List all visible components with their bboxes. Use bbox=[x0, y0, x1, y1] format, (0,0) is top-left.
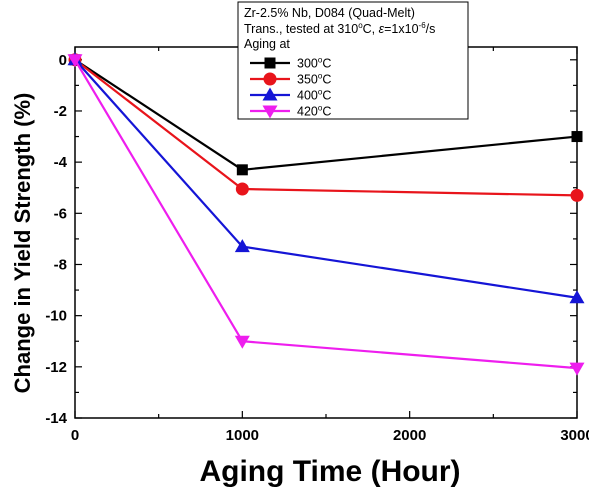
legend-label: 300oC bbox=[297, 56, 331, 71]
data-point-400 bbox=[234, 239, 250, 253]
legend-entry-300: 300oC bbox=[250, 56, 331, 71]
series-420 bbox=[67, 54, 585, 376]
legend-swatch-marker bbox=[263, 72, 277, 86]
y-tick-label: -12 bbox=[45, 359, 67, 376]
x-axis-label: Aging Time (Hour) bbox=[199, 455, 460, 488]
y-axis-label: Change in Yield Strength (%) bbox=[10, 93, 35, 394]
data-point-420 bbox=[67, 54, 83, 68]
data-point-420 bbox=[569, 362, 585, 376]
legend: Zr-2.5% Nb, D084 (Quad-Melt) Trans., tes… bbox=[237, 1, 469, 120]
x-tick-label: 0 bbox=[71, 427, 79, 444]
y-tick-label: -4 bbox=[54, 154, 68, 171]
data-point-420 bbox=[234, 335, 250, 349]
x-tick-label: 2000 bbox=[393, 427, 426, 444]
legend-swatch-marker bbox=[264, 57, 276, 69]
data-point-300 bbox=[571, 131, 583, 143]
data-point-300 bbox=[236, 164, 248, 176]
y-tick-label: -8 bbox=[54, 256, 67, 273]
data-point-350 bbox=[570, 188, 584, 202]
legend-swatch-marker bbox=[262, 87, 278, 101]
legend-entry-350: 350oC bbox=[250, 72, 331, 87]
legend-label: 420oC bbox=[297, 104, 331, 119]
data-point-350 bbox=[235, 182, 249, 196]
legend-label: 400oC bbox=[297, 88, 331, 103]
legend-entry-400: 400oC bbox=[250, 87, 331, 103]
series-layer bbox=[67, 52, 585, 376]
legend-swatch-marker bbox=[262, 105, 278, 119]
y-tick-label: -14 bbox=[45, 410, 67, 427]
y-tick-label: -2 bbox=[54, 103, 67, 120]
legend-line-2: Trans., tested at 310oC, ε=1x10-6/s bbox=[244, 21, 435, 36]
y-tick-label: -6 bbox=[54, 205, 67, 222]
legend-entry-420: 420oC bbox=[250, 104, 331, 119]
y-tick-label: -10 bbox=[45, 308, 67, 325]
y-tick-label: 0 bbox=[59, 52, 67, 69]
x-tick-label: 1000 bbox=[226, 427, 259, 444]
legend-line-3: Aging at bbox=[244, 37, 290, 51]
legend-label: 350oC bbox=[297, 72, 331, 87]
legend-line-1: Zr-2.5% Nb, D084 (Quad-Melt) bbox=[244, 6, 415, 20]
data-point-400 bbox=[569, 290, 585, 304]
